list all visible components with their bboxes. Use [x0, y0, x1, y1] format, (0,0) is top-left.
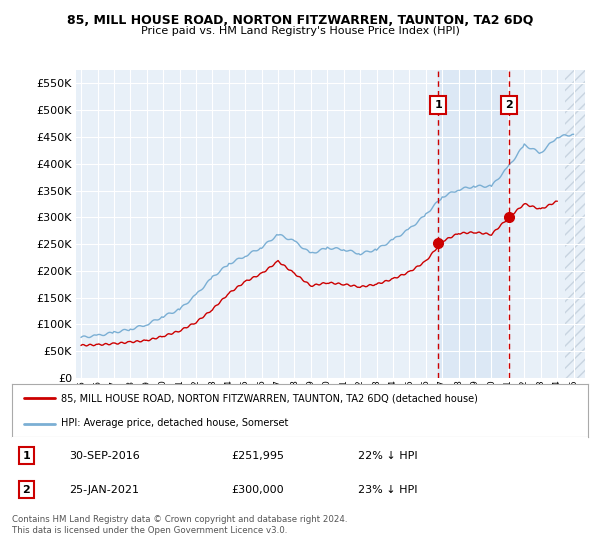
Text: 85, MILL HOUSE ROAD, NORTON FITZWARREN, TAUNTON, TA2 6DQ (detached house): 85, MILL HOUSE ROAD, NORTON FITZWARREN, …	[61, 394, 478, 404]
Text: £300,000: £300,000	[231, 485, 284, 494]
Text: 1: 1	[434, 100, 442, 110]
Text: Price paid vs. HM Land Registry's House Price Index (HPI): Price paid vs. HM Land Registry's House …	[140, 26, 460, 36]
Text: £251,995: £251,995	[231, 451, 284, 461]
Text: 25-JAN-2021: 25-JAN-2021	[70, 485, 140, 494]
Text: 30-SEP-2016: 30-SEP-2016	[70, 451, 140, 461]
Text: 23% ↓ HPI: 23% ↓ HPI	[358, 485, 417, 494]
Bar	[438, 70, 509, 378]
Text: 2: 2	[505, 100, 513, 110]
Text: HPI: Average price, detached house, Somerset: HPI: Average price, detached house, Some…	[61, 418, 289, 428]
Text: 22% ↓ HPI: 22% ↓ HPI	[358, 451, 417, 461]
Text: 85, MILL HOUSE ROAD, NORTON FITZWARREN, TAUNTON, TA2 6DQ: 85, MILL HOUSE ROAD, NORTON FITZWARREN, …	[67, 14, 533, 27]
Text: 2: 2	[23, 485, 30, 494]
Text: 1: 1	[23, 451, 30, 461]
Text: Contains HM Land Registry data © Crown copyright and database right 2024.
This d: Contains HM Land Registry data © Crown c…	[12, 515, 347, 535]
